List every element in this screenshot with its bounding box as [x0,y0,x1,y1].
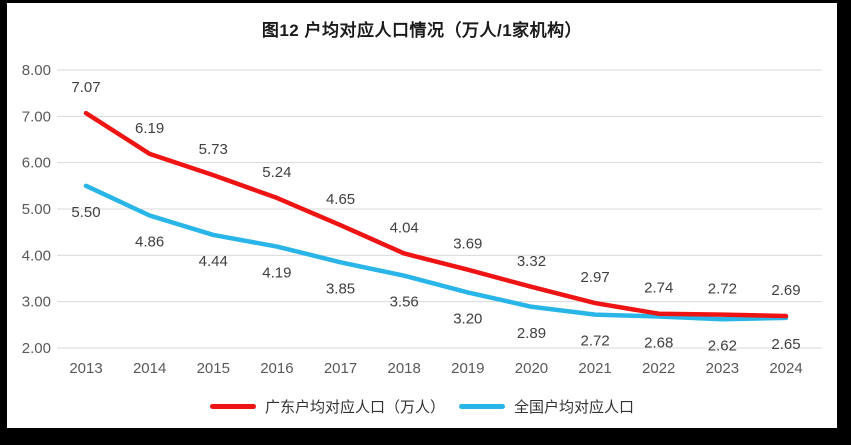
data-label-national: 4.86 [135,233,164,250]
x-axis-tick-label: 2015 [197,360,230,377]
y-axis-tick-label: 5.00 [22,201,51,218]
legend-label-guangdong: 广东户均对应人口（万人） [264,399,445,416]
y-axis-tick-label: 3.00 [22,294,51,311]
chart-title: 图12 户均对应人口情况（万人/1家机构） [261,21,583,40]
chart-panel: 图12 户均对应人口情况（万人/1家机构） 2.00 3.00 4.00 5.00 6.… [7,3,837,428]
y-axis-tick-label: 2.00 [22,340,51,357]
data-label-guangdong: 3.32 [517,253,546,270]
legend-item-guangdong: 广东户均对应人口（万人） [209,396,445,417]
data-label-national: 4.19 [262,265,291,282]
y-axis-tick-label: 6.00 [22,155,51,172]
data-label-guangdong: 4.04 [390,219,419,236]
y-axis-tick-label: 4.00 [22,247,51,264]
legend-swatch-national-line [459,404,505,409]
data-label-guangdong: 2.97 [580,269,609,286]
data-label-national: 5.50 [71,204,100,221]
x-axis-tick-label: 2013 [69,360,102,377]
y-axis-tick-label: 7.00 [22,108,51,125]
x-axis-tick-label: 2024 [769,360,802,377]
data-label-guangdong: 5.73 [199,141,228,158]
x-axis-tick-label: 2020 [515,360,548,377]
legend-item-national: 全国户均对应人口 [459,396,634,417]
legend-swatch-guangdong-line [209,404,256,409]
data-label-guangdong: 6.19 [135,120,164,137]
series-line-national [83,183,789,322]
data-label-guangdong: 3.69 [453,236,482,253]
x-axis-tick-label: 2016 [260,360,293,377]
data-label-guangdong: 2.74 [644,280,673,297]
data-label-national: 2.72 [580,333,609,350]
series-line-guangdong [83,110,789,319]
legend: 广东户均对应人口（万人） 全国户均对应人口 [7,396,837,417]
x-axis-tick-label: 2023 [706,360,739,377]
x-axis-tick-label: 2018 [387,360,420,377]
x-axis-tick-label: 2017 [324,360,357,377]
x-axis-tick-label: 2014 [133,360,166,377]
data-label-national: 3.56 [390,294,419,311]
data-label-guangdong: 2.72 [708,281,737,298]
y-axis-tick-label: 8.00 [22,62,51,79]
data-label-national: 3.85 [326,280,355,297]
data-label-national: 2.89 [517,325,546,342]
data-label-guangdong: 7.07 [71,79,100,96]
x-axis-tick-label: 2022 [642,360,675,377]
x-axis-tick-label: 2021 [578,360,611,377]
data-label-national: 3.20 [453,310,482,327]
data-label-national: 2.65 [771,336,800,353]
chart-canvas: 2.00 3.00 4.00 5.00 6.00 7.00 8.00 2013 2014 2015… [22,62,822,377]
data-label-national: 2.68 [644,334,673,351]
data-label-guangdong: 5.24 [262,164,291,181]
x-axis-tick-label: 2019 [451,360,484,377]
data-label-guangdong: 2.69 [771,282,800,299]
data-label-national: 4.44 [199,253,228,270]
legend-label-national: 全国户均对应人口 [514,399,635,416]
data-label-guangdong: 4.65 [326,191,355,208]
data-label-national: 2.62 [708,337,737,354]
